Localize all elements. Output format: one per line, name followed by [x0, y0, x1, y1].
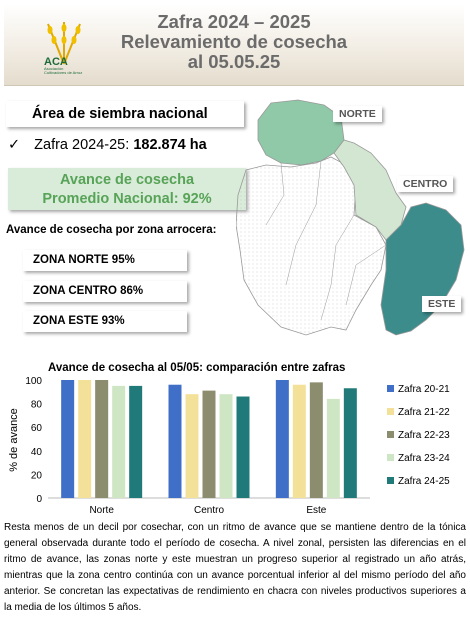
map-region-other: [236, 156, 387, 336]
y-axis-label: % de avance: [8, 408, 20, 472]
zona-centro-box: ZONA CENTRO 86%: [23, 281, 187, 302]
x-tick-label: Centro: [194, 505, 224, 516]
x-tick-label: Norte: [89, 505, 114, 516]
map-label-centro: CENTRO: [397, 176, 454, 192]
avance-line-2: Promedio Nacional: 92%: [42, 191, 212, 207]
zona-este-box: ZONA ESTE 93%: [23, 311, 187, 332]
legend-swatch: [387, 477, 394, 484]
bar-centro-3: [219, 394, 233, 498]
uruguay-map: [236, 99, 465, 336]
bar-este-3: [326, 398, 340, 498]
bar-este-1: [292, 384, 306, 498]
legend-label: Zafra 24-25: [398, 476, 450, 487]
bar-norte-0: [61, 380, 75, 498]
map-region-este: [380, 202, 465, 336]
map-label-este: ESTE: [422, 296, 462, 312]
zafra-value: 182.874 ha: [133, 137, 207, 153]
bar-norte-2: [95, 380, 109, 498]
bar-norte-1: [78, 380, 92, 498]
page-title: Zafra 2024 – 2025 Relevamiento de cosech…: [120, 11, 348, 72]
bar-centro-4: [236, 396, 250, 498]
map-label-norte: NORTE: [333, 106, 382, 122]
legend-label: Zafra 21-22: [398, 407, 450, 418]
avance-line-1: Avance de cosecha: [59, 172, 195, 188]
avance-nacional-box: Avance de cosecha Promedio Nacional: 92%: [8, 168, 246, 210]
header: ACA Asociación Cultivadores de Arroz Zaf…: [4, 4, 464, 86]
bar-centro-1: [185, 394, 199, 498]
bar-norte-4: [129, 385, 143, 498]
map-borders: [265, 160, 387, 321]
y-tick-label: 80: [31, 400, 43, 411]
logo-text: ACA: [44, 56, 68, 68]
legend-swatch: [387, 408, 394, 415]
area-heading: Área de siembra nacional: [6, 101, 244, 127]
zona-norte-box: ZONA NORTE 95%: [23, 250, 187, 271]
legend-label: Zafra 22-23: [398, 430, 450, 441]
logo-subtext: Asociación Cultivadores de Arroz: [44, 66, 83, 75]
bar-este-4: [343, 388, 357, 498]
legend-swatch: [387, 431, 394, 438]
chart-title: Avance de cosecha al 05/05: comparación …: [48, 362, 346, 374]
bar-centro-0: [168, 384, 182, 498]
y-tick-label: 60: [31, 423, 43, 434]
y-tick-label: 100: [25, 376, 42, 387]
y-tick-label: 20: [31, 470, 43, 481]
aca-logo: [47, 22, 81, 65]
bar-chart: % de avance 0 20 40 60 80 100 Norte Centro Este…: [8, 376, 450, 516]
check-icon: ✓: [8, 137, 21, 153]
zafra-label: Zafra 2024-25:: [34, 137, 130, 153]
y-tick-label: 40: [31, 447, 43, 458]
summary-paragraph: Resta menos de un decil por cosechar, co…: [4, 522, 466, 613]
zafra-line: ✓ Zafra 2024-25: 182.874 ha: [8, 137, 207, 153]
x-tick-label: Este: [306, 505, 326, 516]
legend-label: Zafra 23-24: [398, 453, 450, 464]
zonas-title: Avance de cosecha por zona arrocera:: [6, 224, 217, 236]
map-region-norte: [257, 99, 345, 166]
bar-este-2: [309, 382, 323, 498]
bar-centro-2: [202, 390, 216, 498]
map-region-centro: [333, 139, 407, 241]
legend-swatch: [387, 454, 394, 461]
y-tick-label: 0: [36, 494, 42, 505]
legend-swatch: [387, 385, 394, 392]
legend-label: Zafra 20-21: [398, 384, 450, 395]
bar-este-0: [275, 380, 289, 498]
bar-norte-3: [112, 385, 126, 498]
